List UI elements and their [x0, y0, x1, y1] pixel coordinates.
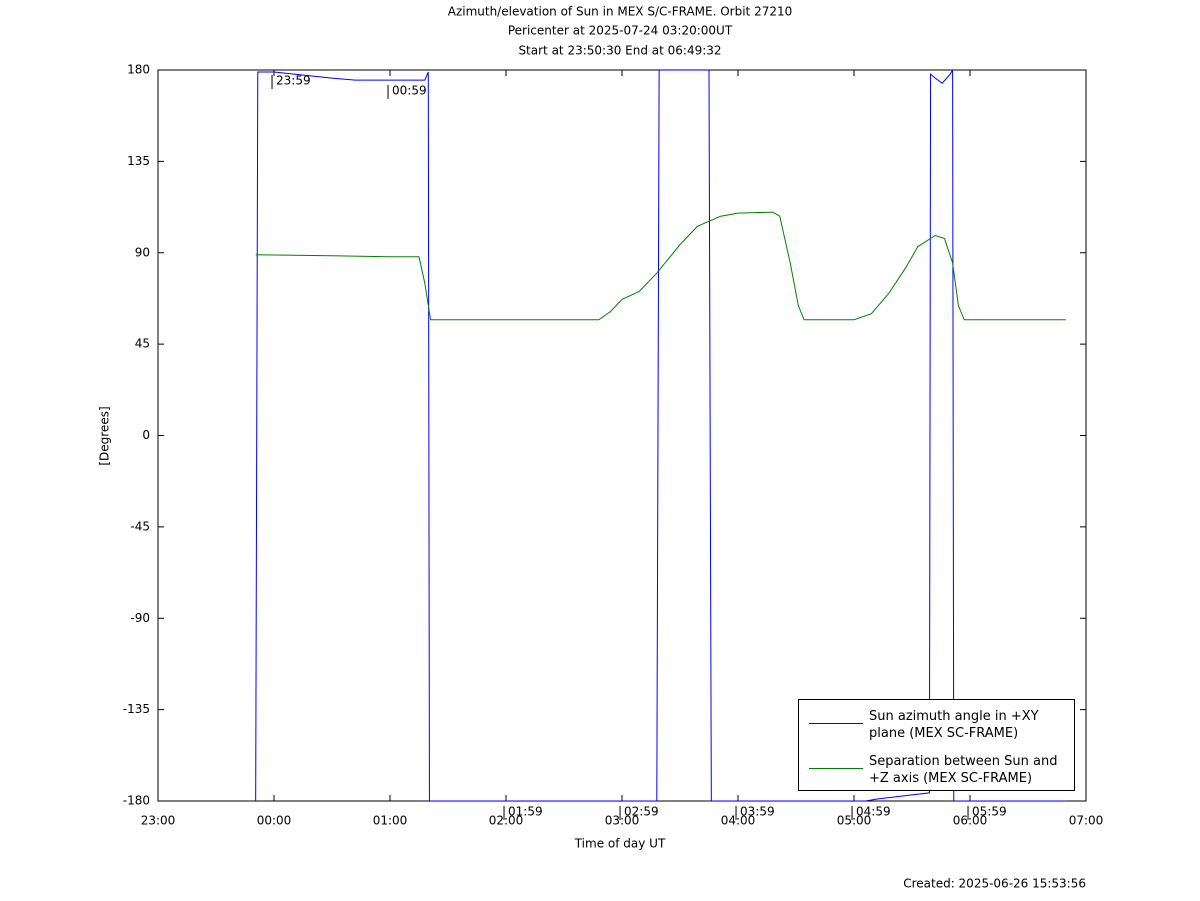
y-tick-label: -45 — [130, 519, 150, 533]
y-tick-label: 45 — [135, 337, 150, 351]
series-line — [255, 70, 1066, 801]
x-tick-label: 03:00 — [605, 814, 640, 828]
annotation: 04:59 — [856, 804, 891, 818]
annotation: 23:59 — [276, 73, 311, 87]
plot-area — [255, 70, 1066, 801]
footer: Created: 2025-06-26 15:53:56 — [903, 877, 1086, 891]
annotation: 00:59 — [392, 83, 427, 97]
y-tick-label: 0 — [142, 428, 150, 442]
x-axis-label: Time of day UT — [574, 837, 666, 851]
chart-subtitle: Start at 23:50:30 End at 06:49:32 — [518, 44, 721, 58]
legend: Sun azimuth angle in +XY plane (MEX SC-F… — [798, 699, 1075, 791]
y-tick-label: 90 — [135, 245, 150, 259]
y-axis-label: [Degrees] — [98, 406, 112, 465]
legend-swatch — [809, 723, 863, 724]
annotation: 05:59 — [972, 804, 1007, 818]
y-tick-label: -180 — [123, 794, 150, 808]
y-tick-label: -90 — [130, 611, 150, 625]
annotation: 02:59 — [624, 804, 659, 818]
chart-subtitle: Pericenter at 2025-07-24 03:20:00UT — [508, 24, 733, 38]
plot-frame — [157, 69, 1087, 802]
x-tick-label: 02:00 — [489, 814, 524, 828]
x-tick-label: 23:00 — [141, 814, 176, 828]
legend-label: Separation between Sun and +Z axis (MEX … — [869, 754, 1058, 786]
series-line — [255, 211, 1066, 321]
y-tick-label: -135 — [123, 702, 150, 716]
annotation: 01:59 — [508, 804, 543, 818]
x-tick-label: 00:00 — [257, 814, 292, 828]
x-tick-label: 05:00 — [837, 814, 872, 828]
legend-swatch — [809, 768, 863, 769]
y-tick-label: 135 — [127, 154, 150, 168]
x-tick-label: 04:00 — [721, 814, 756, 828]
x-tick-label: 01:00 — [373, 814, 408, 828]
legend-label: Sun azimuth angle in +XY plane (MEX SC-F… — [869, 709, 1039, 741]
x-tick-label: 06:00 — [953, 814, 988, 828]
y-tick-label: 180 — [127, 63, 150, 77]
chart-title: Azimuth/elevation of Sun in MEX S/C-FRAM… — [448, 5, 793, 19]
x-tick-label: 07:00 — [1069, 814, 1104, 828]
annotation: 03:59 — [740, 804, 775, 818]
